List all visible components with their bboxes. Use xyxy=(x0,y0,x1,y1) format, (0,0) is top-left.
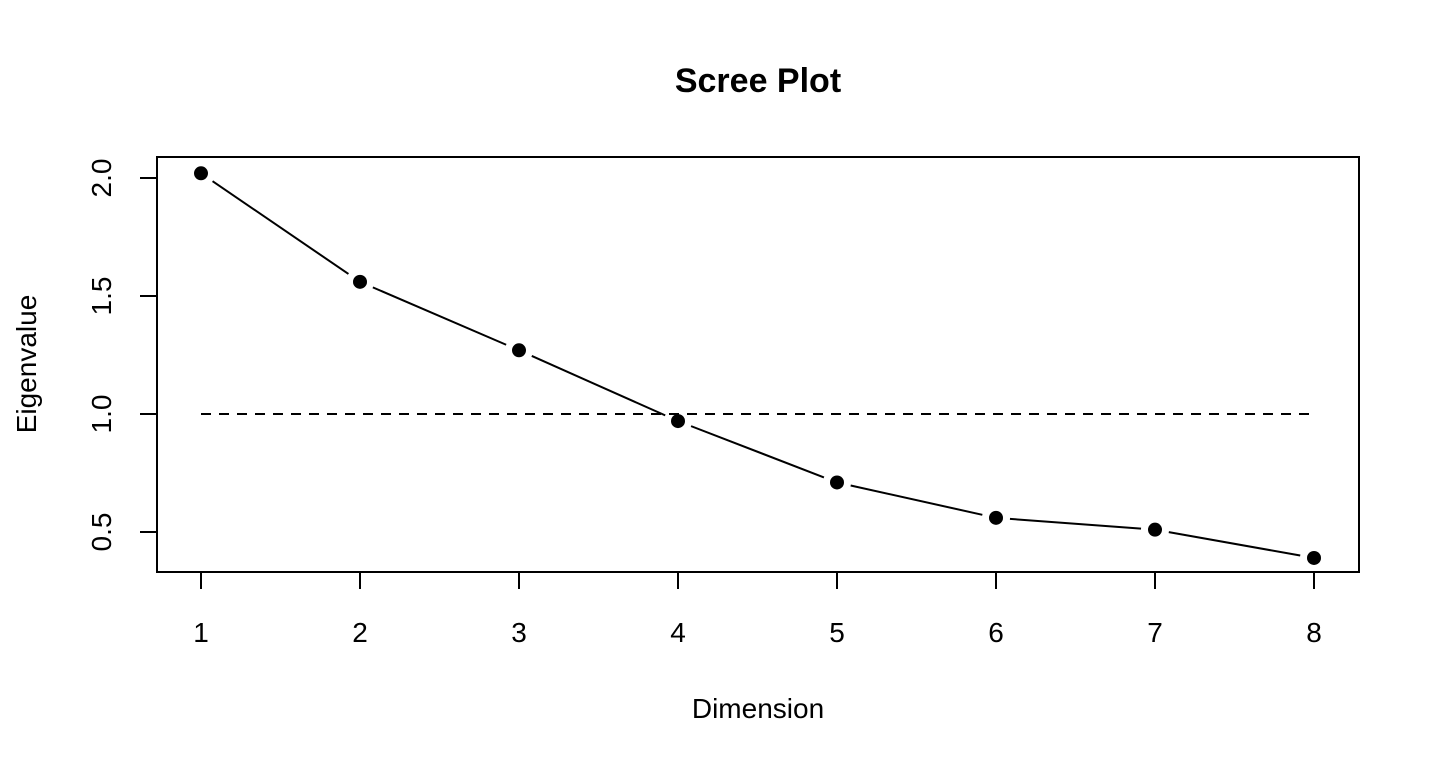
series-line-segment xyxy=(690,425,825,479)
series-line-segment xyxy=(850,484,983,516)
series-line-segment xyxy=(211,180,350,275)
data-point xyxy=(512,343,526,358)
y-axis: 0.5 1.0 1.5 2.0 xyxy=(86,159,158,552)
x-tick-label: 8 xyxy=(1306,617,1322,648)
plot-frame xyxy=(156,156,1360,573)
y-tick-label: 2.0 xyxy=(86,159,117,198)
x-tick-label: 6 xyxy=(988,617,1004,648)
data-point xyxy=(353,274,367,289)
data-point xyxy=(1307,550,1321,565)
series-line-group xyxy=(211,180,1301,557)
data-point xyxy=(989,510,1003,525)
data-points-group xyxy=(194,166,1321,565)
x-tick-label: 1 xyxy=(193,617,209,648)
x-axis-label: Dimension xyxy=(692,693,824,724)
series-line-segment xyxy=(531,355,666,417)
series-line-segment xyxy=(1168,531,1301,557)
x-tick-label: 4 xyxy=(670,617,686,648)
y-tick-label: 1.5 xyxy=(86,277,117,316)
series-line-segment xyxy=(1009,517,1142,530)
series-line-segment xyxy=(372,286,507,346)
data-point xyxy=(830,475,844,490)
x-tick-label: 3 xyxy=(511,617,527,648)
x-tick-label: 2 xyxy=(352,617,368,648)
chart-title: Scree Plot xyxy=(675,62,841,100)
x-tick-label: 5 xyxy=(829,617,845,648)
y-tick-label: 1.0 xyxy=(86,395,117,434)
data-point xyxy=(194,166,208,181)
y-axis-label: Eigenvalue xyxy=(11,295,42,434)
y-tick-label: 0.5 xyxy=(86,513,117,552)
data-point xyxy=(671,414,685,429)
x-tick-label: 7 xyxy=(1147,617,1163,648)
x-axis: 1 2 3 4 5 6 7 8 xyxy=(193,571,1322,648)
data-point xyxy=(1148,522,1162,537)
